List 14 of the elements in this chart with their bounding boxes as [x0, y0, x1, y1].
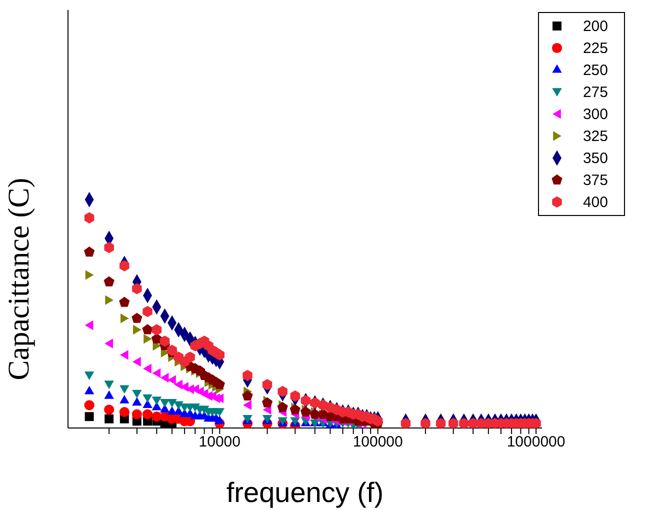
x-tick-label: 100000	[352, 434, 403, 451]
legend-label: 250	[582, 62, 608, 78]
legend-label: 200	[582, 18, 608, 34]
x-tick-label: 1000000	[506, 434, 566, 451]
legend-label: 275	[582, 84, 608, 100]
x-tick-label: 10000	[198, 434, 241, 451]
legend-label: 225	[582, 40, 608, 56]
y-axis-title: Capacittance (C)	[2, 178, 36, 380]
legend-label: 350	[582, 150, 608, 166]
legend-label: 375	[582, 172, 608, 188]
legend-label: 325	[582, 128, 608, 144]
legend-label: 400	[582, 194, 608, 210]
legend-label: 300	[582, 106, 608, 122]
x-axis-title: frequency (f)	[226, 477, 384, 508]
